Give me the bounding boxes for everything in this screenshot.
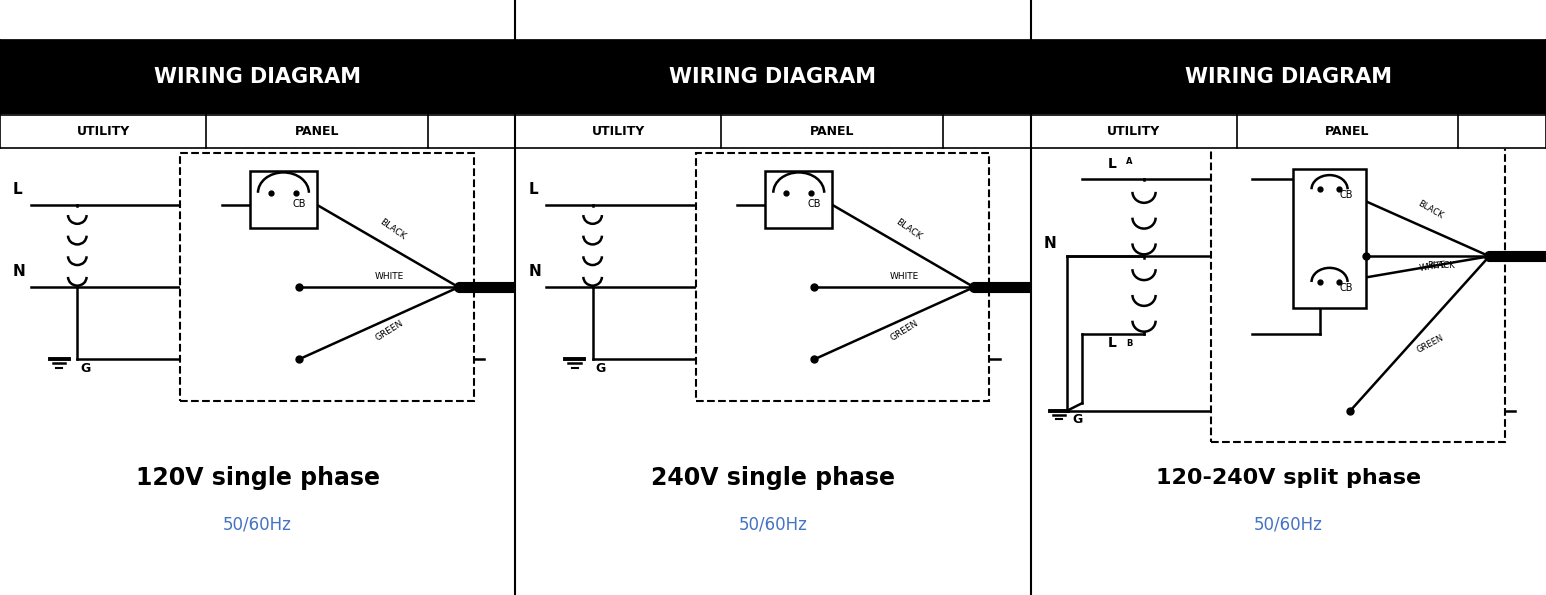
Text: BLACK: BLACK: [1416, 199, 1444, 221]
Text: CB: CB: [292, 199, 306, 209]
Text: 50/60Hz: 50/60Hz: [1254, 515, 1323, 533]
Text: G: G: [1071, 414, 1082, 427]
Text: 50/60Hz: 50/60Hz: [223, 515, 292, 533]
Text: N: N: [1044, 236, 1056, 251]
Text: PANEL: PANEL: [295, 125, 339, 138]
Text: PANEL: PANEL: [1325, 125, 1370, 138]
Text: G: G: [80, 362, 90, 375]
Text: 120-240V split phase: 120-240V split phase: [1156, 468, 1421, 488]
Text: WIRING DIAGRAM: WIRING DIAGRAM: [155, 67, 362, 87]
FancyBboxPatch shape: [1211, 127, 1504, 442]
Text: WIRING DIAGRAM: WIRING DIAGRAM: [669, 67, 877, 87]
Text: G: G: [595, 362, 606, 375]
Text: GREEN: GREEN: [889, 319, 920, 343]
Text: L: L: [12, 182, 23, 197]
Text: BLACK: BLACK: [1427, 261, 1455, 270]
Bar: [250, 171, 317, 228]
Text: L: L: [1108, 157, 1116, 171]
Text: 240V single phase: 240V single phase: [651, 466, 895, 490]
Text: BLACK: BLACK: [894, 218, 923, 242]
Text: CB: CB: [807, 199, 821, 209]
Text: N: N: [529, 264, 541, 280]
Text: CB: CB: [1340, 190, 1353, 201]
Text: UTILITY: UTILITY: [76, 125, 130, 138]
Text: GREEN: GREEN: [374, 319, 405, 343]
Text: L: L: [1108, 336, 1116, 350]
Text: WHITE: WHITE: [1418, 260, 1447, 273]
Text: 50/60Hz: 50/60Hz: [739, 515, 807, 533]
Text: 120V single phase: 120V single phase: [136, 466, 380, 490]
Text: BLACK: BLACK: [379, 218, 408, 242]
Bar: [1294, 168, 1365, 308]
Text: CB: CB: [1340, 283, 1353, 293]
Text: WIRING DIAGRAM: WIRING DIAGRAM: [1184, 67, 1391, 87]
Text: L: L: [529, 182, 538, 197]
Bar: [0, 115, 515, 148]
Bar: [0, 40, 515, 115]
Bar: [1031, 40, 1546, 115]
Text: UTILITY: UTILITY: [1107, 125, 1161, 138]
Text: A: A: [1125, 157, 1133, 166]
Bar: [515, 40, 1031, 115]
FancyBboxPatch shape: [696, 153, 989, 400]
Text: GREEN: GREEN: [1415, 333, 1446, 355]
Text: B: B: [1125, 339, 1132, 347]
Text: WHITE: WHITE: [890, 272, 918, 281]
Text: WHITE: WHITE: [374, 272, 404, 281]
FancyBboxPatch shape: [181, 153, 475, 400]
Text: N: N: [12, 264, 26, 280]
Bar: [765, 171, 832, 228]
Text: UTILITY: UTILITY: [592, 125, 645, 138]
Text: PANEL: PANEL: [810, 125, 855, 138]
Bar: [515, 115, 1031, 148]
Bar: [1031, 115, 1546, 148]
